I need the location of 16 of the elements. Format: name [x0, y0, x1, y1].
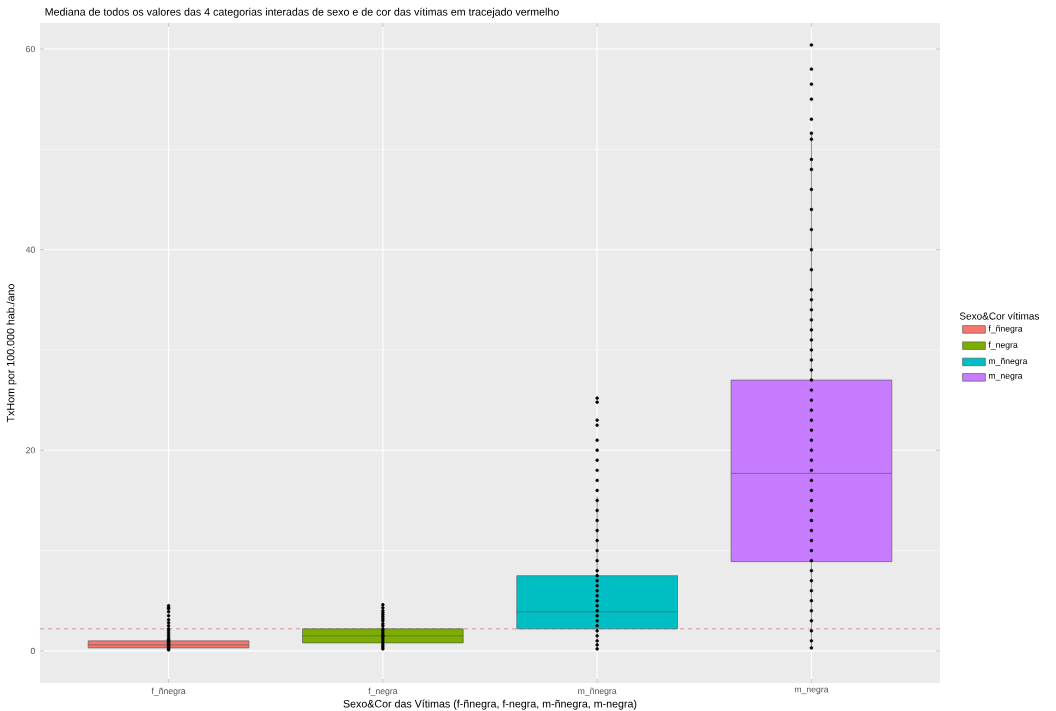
x-tick-label: m_ñnegra	[578, 687, 617, 696]
x-axis-title: Sexo&Cor das Vítimas (f-ñnegra, f-negra, m-ñnegra, m-negra)	[343, 699, 637, 710]
legend-label: m_negra	[988, 374, 1023, 381]
x-tick-label: f_negra	[368, 687, 398, 696]
y-axis-title: TxHom por 100.000 hab./ano	[6, 284, 17, 423]
legend-label: f_ñnegra	[988, 325, 1023, 334]
x-tick-label: f_ñnegra	[151, 687, 186, 696]
legend-title: Sexo&Cor vítimas	[959, 312, 1040, 320]
y-tick-label: 20	[26, 447, 35, 454]
x-tick-label: m_negra	[794, 687, 829, 695]
y-tick-label: 0	[30, 647, 35, 654]
legend-label: m_ñnegra	[988, 357, 1028, 366]
y-tick-label: 40	[25, 246, 35, 253]
chart-title: Mediana de todos os valores das 4 categorias interadas de sexo e de cor das vítimas em tracejado vermelho	[45, 7, 559, 18]
legend-label: f_negra	[988, 341, 1018, 350]
y-tick-label: 60	[26, 46, 35, 53]
